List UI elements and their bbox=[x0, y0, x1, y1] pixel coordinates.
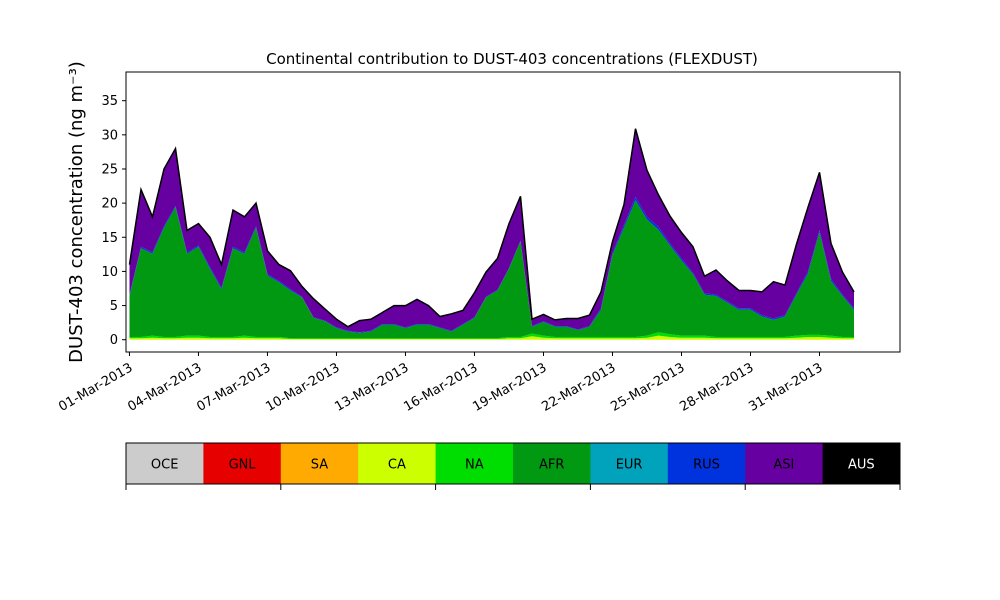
area-asi bbox=[129, 128, 854, 333]
y-tick-label: 25 bbox=[101, 162, 118, 177]
x-tick-label: 04-Mar-2013 bbox=[125, 360, 204, 414]
chart-title: Continental contribution to DUST-403 con… bbox=[266, 50, 758, 68]
legend-label: OCE bbox=[151, 458, 179, 473]
legend-swatch-asi bbox=[745, 443, 824, 484]
y-axis-label: DUST-403 concentration (ng m⁻³) bbox=[66, 61, 87, 363]
legend-swatch-aus bbox=[822, 443, 901, 484]
legend-swatch-ca bbox=[358, 443, 437, 484]
legend-swatch-eur bbox=[590, 443, 669, 484]
legend-label: CA bbox=[388, 458, 406, 473]
total-line bbox=[128, 128, 855, 328]
x-tick-label: 31-Mar-2013 bbox=[746, 360, 825, 414]
legend-label: GNL bbox=[229, 458, 257, 473]
y-tick-label: 20 bbox=[101, 197, 118, 212]
x-tick-label: 25-Mar-2013 bbox=[608, 360, 687, 414]
area-afr bbox=[129, 200, 854, 339]
legend-label: RUS bbox=[693, 458, 720, 473]
y-tick-label: 0 bbox=[110, 333, 118, 348]
y-tick-label: 10 bbox=[101, 265, 118, 280]
legend-swatch-na bbox=[435, 443, 514, 484]
legend-label: EUR bbox=[616, 458, 643, 473]
legend-label: AFR bbox=[539, 458, 564, 473]
x-tick-label: 19-Mar-2013 bbox=[470, 360, 549, 414]
x-tick-label: 01-Mar-2013 bbox=[56, 360, 135, 414]
legend-label: NA bbox=[465, 458, 484, 473]
y-tick-label: 15 bbox=[101, 231, 118, 246]
legend-label: AUS bbox=[848, 458, 875, 473]
legend-label: ASI bbox=[773, 458, 794, 473]
x-tick-label: 10-Mar-2013 bbox=[263, 360, 342, 414]
plot-frame bbox=[125, 71, 901, 353]
legend-swatch-rus bbox=[667, 443, 746, 484]
x-tick-label: 13-Mar-2013 bbox=[332, 360, 411, 414]
legend-frame bbox=[125, 442, 901, 485]
x-tick-label: 28-Mar-2013 bbox=[677, 360, 756, 414]
x-tick-label: 22-Mar-2013 bbox=[539, 360, 618, 414]
x-axis: 01-Mar-201304-Mar-201307-Mar-201310-Mar-… bbox=[56, 352, 825, 415]
y-tick-label: 30 bbox=[101, 128, 118, 143]
plot-area bbox=[125, 71, 901, 353]
y-tick-label: 5 bbox=[110, 299, 118, 314]
x-tick-label: 16-Mar-2013 bbox=[401, 360, 480, 414]
legend-swatch-afr bbox=[513, 443, 591, 484]
y-axis: 0 5 10 15 20 25 30 35 bbox=[101, 94, 126, 348]
stacked-areas bbox=[129, 128, 854, 340]
y-tick-label: 35 bbox=[101, 94, 118, 109]
legend-colorbar: OCE GNL SA CA NA AFR EUR RUS ASI AUS bbox=[125, 442, 901, 490]
legend-swatch-sa bbox=[280, 443, 359, 484]
legend-label: SA bbox=[311, 458, 328, 473]
legend-swatch-gnl bbox=[203, 443, 282, 484]
legend-swatch-oce bbox=[126, 443, 204, 484]
area-ca bbox=[129, 335, 854, 340]
x-tick-label: 07-Mar-2013 bbox=[194, 360, 273, 414]
